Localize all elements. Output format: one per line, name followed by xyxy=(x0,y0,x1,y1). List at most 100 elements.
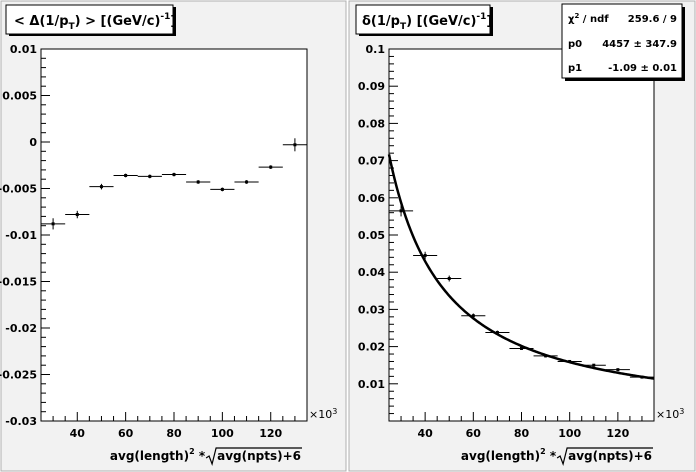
data-point xyxy=(509,346,534,350)
point-marker xyxy=(75,213,79,217)
r-ytick-label: 0.02 xyxy=(358,341,385,354)
data-point xyxy=(533,354,558,358)
point-marker xyxy=(220,187,224,191)
l-ytick-label: -0.015 xyxy=(0,276,37,289)
l-ytick-label: 0 xyxy=(29,136,37,149)
point-marker xyxy=(495,330,499,334)
data-point xyxy=(485,330,510,335)
chi2-value: 259.6 / 9 xyxy=(628,14,677,25)
point-marker xyxy=(196,180,200,184)
p0-label: p0 xyxy=(568,39,582,50)
data-point xyxy=(89,183,114,190)
r-ytick-label: 0.05 xyxy=(358,229,385,242)
r-ytick-label: 0.01 xyxy=(358,378,385,391)
point-marker xyxy=(592,363,596,367)
r-xtick-label: 80 xyxy=(514,427,530,440)
data-point xyxy=(461,313,486,318)
fit-stats-box: χ2 / ndf 259.6 / 9 p0 4457 ± 347.9 p1 -1… xyxy=(561,3,685,81)
r-xtick-label: 60 xyxy=(466,427,482,440)
right-panel: 0.10.090.080.070.060.050.040.030.020.01 … xyxy=(348,0,696,472)
right-y-axis: 0.1 0.09 0.08 0.07 0.06 0.05 0.04 0.03 0.02 0.01 xyxy=(358,43,398,422)
point-marker xyxy=(51,222,55,226)
point-marker xyxy=(99,185,103,189)
point-marker xyxy=(447,277,451,281)
l-ytick-label: -0.02 xyxy=(5,322,37,335)
data-point xyxy=(137,174,162,179)
data-point xyxy=(234,180,259,184)
data-point xyxy=(557,359,582,363)
point-marker xyxy=(471,314,475,318)
right-title-box xyxy=(355,4,491,35)
p0-value: 4457 ± 347.9 xyxy=(602,39,677,50)
l-ytick-label: -0.03 xyxy=(5,415,37,428)
l-ytick-label: -0.005 xyxy=(0,183,37,196)
right-data-points xyxy=(389,205,654,379)
left-panel: 0.01 0.005 0 -0.005 -0.01 -0.015 -0.02 -0.025 -0… xyxy=(0,0,347,472)
right-x-axis: 40 60 80 100 120 xyxy=(400,412,655,440)
l-xtick-label: 120 xyxy=(259,427,282,440)
point-marker xyxy=(269,165,273,169)
data-point xyxy=(581,363,606,367)
left-x-axis-label: avg(length)2 * avg(npts)+6 xyxy=(110,447,301,463)
left-sqrt-radical xyxy=(205,447,302,467)
point-marker xyxy=(245,180,249,184)
l-ytick-label: -0.01 xyxy=(5,229,37,242)
left-title-box xyxy=(5,4,174,35)
left-x-exponent: ×103 xyxy=(309,407,337,421)
p1-label: p1 xyxy=(568,63,582,74)
point-marker xyxy=(568,359,572,363)
l-xtick-label: 60 xyxy=(118,427,134,440)
l-xtick-label: 100 xyxy=(211,427,234,440)
r-ytick-label: 0.06 xyxy=(358,192,385,205)
fit-stats-frame xyxy=(561,3,683,79)
data-point xyxy=(605,368,630,372)
r-xtick-label: 100 xyxy=(558,427,581,440)
point-marker xyxy=(148,174,152,178)
r-ytick-label: 0.07 xyxy=(358,155,385,168)
l-ytick-label: 0.01 xyxy=(10,43,37,56)
data-point xyxy=(210,187,235,192)
data-point xyxy=(41,218,66,230)
l-ytick-label: 0.005 xyxy=(2,90,37,103)
data-point xyxy=(282,138,307,152)
l-ytick-label: -0.025 xyxy=(0,369,37,382)
right-x-exponent: ×103 xyxy=(656,407,684,421)
left-y-axis: 0.01 0.005 0 -0.005 -0.01 -0.015 -0.02 -0.025 -0… xyxy=(0,43,50,428)
data-point xyxy=(258,165,283,169)
r-ytick-label: 0.04 xyxy=(358,266,385,279)
r-ytick-label: 0.03 xyxy=(358,303,385,316)
r-xtick-label: 120 xyxy=(606,427,629,440)
data-point xyxy=(437,275,462,282)
point-marker xyxy=(640,375,644,379)
data-point xyxy=(413,251,438,260)
data-point xyxy=(65,210,90,219)
r-xtick-label: 40 xyxy=(417,427,433,440)
p1-value: -1.09 ± 0.01 xyxy=(608,63,677,74)
point-marker xyxy=(293,143,297,147)
r-ytick-label: 0.08 xyxy=(358,117,385,130)
point-marker xyxy=(172,173,176,177)
l-xtick-label: 80 xyxy=(166,427,182,440)
r-ytick-label: 0.09 xyxy=(358,80,385,93)
data-point xyxy=(186,180,211,184)
right-fit-curve xyxy=(387,154,655,380)
point-marker xyxy=(124,173,128,177)
l-xtick-label: 40 xyxy=(70,427,86,440)
left-x-axis: 40 60 80 100 120 xyxy=(52,412,308,440)
right-sqrt-radical xyxy=(556,447,653,467)
point-marker xyxy=(399,209,403,213)
data-point xyxy=(161,172,187,177)
point-marker xyxy=(544,354,548,358)
left-data-points xyxy=(41,138,307,230)
right-plot-frame xyxy=(388,48,655,422)
data-point xyxy=(389,205,414,217)
point-marker xyxy=(520,346,523,350)
data-point xyxy=(629,375,654,379)
right-x-axis-label: avg(length)2 * avg(npts)+6 xyxy=(461,447,652,463)
point-marker xyxy=(423,253,427,257)
chi2-label: χ2 / ndf xyxy=(568,12,609,25)
point-marker xyxy=(616,368,620,372)
right-title: δ(1/pT) [(GeV/c)-1] xyxy=(362,12,492,32)
left-title: < Δ(1/pT) > [(GeV/c)-1] xyxy=(14,12,176,32)
